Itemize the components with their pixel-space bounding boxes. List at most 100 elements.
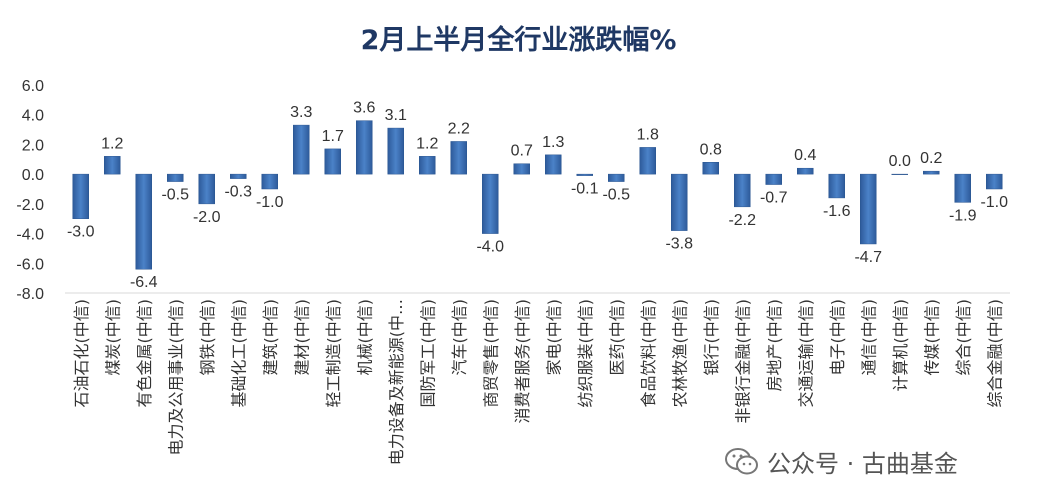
- bar: [104, 156, 121, 175]
- x-tick-label: 国防军工(中信): [418, 299, 437, 408]
- y-tick-label: 2.0: [22, 137, 44, 154]
- bar: [860, 173, 877, 245]
- data-label: -4.7: [854, 249, 882, 266]
- data-label: -2.2: [728, 212, 756, 229]
- x-tick-label: 纺织服装(中信): [576, 299, 595, 408]
- bar: [891, 173, 908, 175]
- x-tick-label: 建筑(中信): [261, 299, 280, 376]
- data-label: -1.6: [823, 203, 851, 220]
- watermark-text: 公众号 · 古曲基金: [767, 450, 958, 478]
- x-tick-label: 煤炭(中信): [103, 299, 122, 376]
- y-tick-label: 4.0: [22, 108, 44, 125]
- x-tick-label: 银行(中信): [702, 299, 721, 376]
- bar: [261, 173, 278, 190]
- x-tick-label: 家电(中信): [544, 299, 563, 376]
- x-tick-label: 医药(中信): [607, 299, 626, 376]
- bar: [639, 147, 656, 175]
- data-label: 0.0: [889, 153, 911, 170]
- x-tick-label: 电力及公用事业(中信): [166, 299, 185, 456]
- data-label: 3.3: [290, 104, 312, 121]
- bar: [135, 173, 152, 270]
- x-tick-label: 农林牧渔(中信): [670, 299, 689, 408]
- y-tick-label: -6.0: [16, 256, 44, 273]
- x-tick-label: 计算机(中信): [891, 299, 910, 392]
- data-label: -6.4: [130, 274, 158, 291]
- bar: [923, 170, 940, 175]
- x-tick-label: 综合金融(中信): [985, 299, 1004, 408]
- bar: [450, 141, 467, 175]
- bar: [356, 120, 373, 175]
- x-tick-label: 有色金属(中信): [135, 299, 154, 408]
- bar: [702, 162, 719, 175]
- bar: [954, 173, 971, 203]
- bar: [72, 173, 89, 219]
- data-label: -1.0: [256, 194, 284, 211]
- data-label: 0.2: [920, 150, 942, 167]
- y-tick-label: 0.0: [22, 167, 44, 184]
- x-tick-label: 通信(中信): [859, 299, 878, 376]
- bar: [293, 124, 310, 175]
- x-tick-label: 传媒(中信): [922, 299, 941, 376]
- bar: [545, 154, 562, 175]
- bar: [986, 173, 1003, 190]
- x-tick-label: 综合(中信): [954, 299, 973, 376]
- y-tick-label: 6.0: [22, 78, 44, 95]
- data-label: 1.2: [416, 135, 438, 152]
- bar: [198, 173, 215, 205]
- x-tick-label: 机械(中信): [355, 299, 374, 376]
- x-tick-label: 食品饮料(中信): [639, 299, 658, 408]
- bar: [324, 148, 341, 175]
- y-tick-label: -4.0: [16, 227, 44, 244]
- chart-title: 2月上半月全行业涨跌幅%: [360, 25, 677, 56]
- x-tick-label: 电力设备及新能源(中…: [387, 299, 406, 465]
- x-tick-label: 非银行金融(中信): [733, 299, 752, 424]
- data-label: 1.8: [637, 126, 659, 143]
- bar: [797, 167, 814, 175]
- data-label: 3.6: [353, 100, 375, 117]
- bar: [513, 163, 530, 175]
- data-label: 0.7: [511, 143, 533, 160]
- data-label: -0.3: [224, 184, 252, 201]
- bar: [419, 156, 436, 175]
- data-label: 1.3: [542, 134, 564, 151]
- data-label: -3.0: [67, 224, 95, 241]
- x-tick-label: 轻工制造(中信): [324, 299, 343, 408]
- data-label: -3.8: [665, 236, 693, 253]
- x-tick-label: 石油石化(中信): [72, 299, 91, 408]
- bar: [828, 173, 845, 199]
- data-label: -0.7: [760, 190, 788, 207]
- x-tick-label: 汽车(中信): [450, 299, 469, 376]
- x-tick-label: 消费者服务(中信): [513, 299, 532, 424]
- bar: [765, 173, 782, 185]
- data-label: -0.5: [602, 187, 630, 204]
- bar: [387, 127, 404, 175]
- x-tick-label: 商贸零售(中信): [481, 299, 500, 408]
- data-label: 0.8: [700, 141, 722, 158]
- bar: [734, 173, 751, 208]
- data-label: -0.1: [571, 181, 599, 198]
- data-label: 3.1: [385, 107, 407, 124]
- bar: [608, 173, 625, 182]
- x-tick-label: 房地产(中信): [765, 299, 784, 392]
- bar: [482, 173, 499, 234]
- data-label: -2.0: [193, 209, 221, 226]
- x-tick-label: 建材(中信): [292, 299, 311, 376]
- bar: [671, 173, 688, 231]
- x-tick-label: 交通运输(中信): [796, 299, 815, 408]
- data-label: -1.0: [980, 194, 1008, 211]
- data-label: -0.5: [161, 187, 189, 204]
- data-label: 1.7: [322, 128, 344, 145]
- y-tick-label: -2.0: [16, 197, 44, 214]
- bar: [230, 173, 247, 179]
- bar: [576, 173, 593, 176]
- bar: [167, 173, 184, 182]
- data-label: -4.0: [476, 239, 504, 256]
- data-label: 0.4: [794, 147, 816, 164]
- data-label: 1.2: [101, 135, 123, 152]
- wechat-icon: [725, 447, 758, 474]
- watermark: 公众号 · 古曲基金: [725, 444, 958, 479]
- y-tick-label: -8.0: [16, 286, 44, 303]
- data-label: 2.2: [448, 120, 470, 137]
- x-tick-label: 钢铁(中信): [198, 299, 217, 376]
